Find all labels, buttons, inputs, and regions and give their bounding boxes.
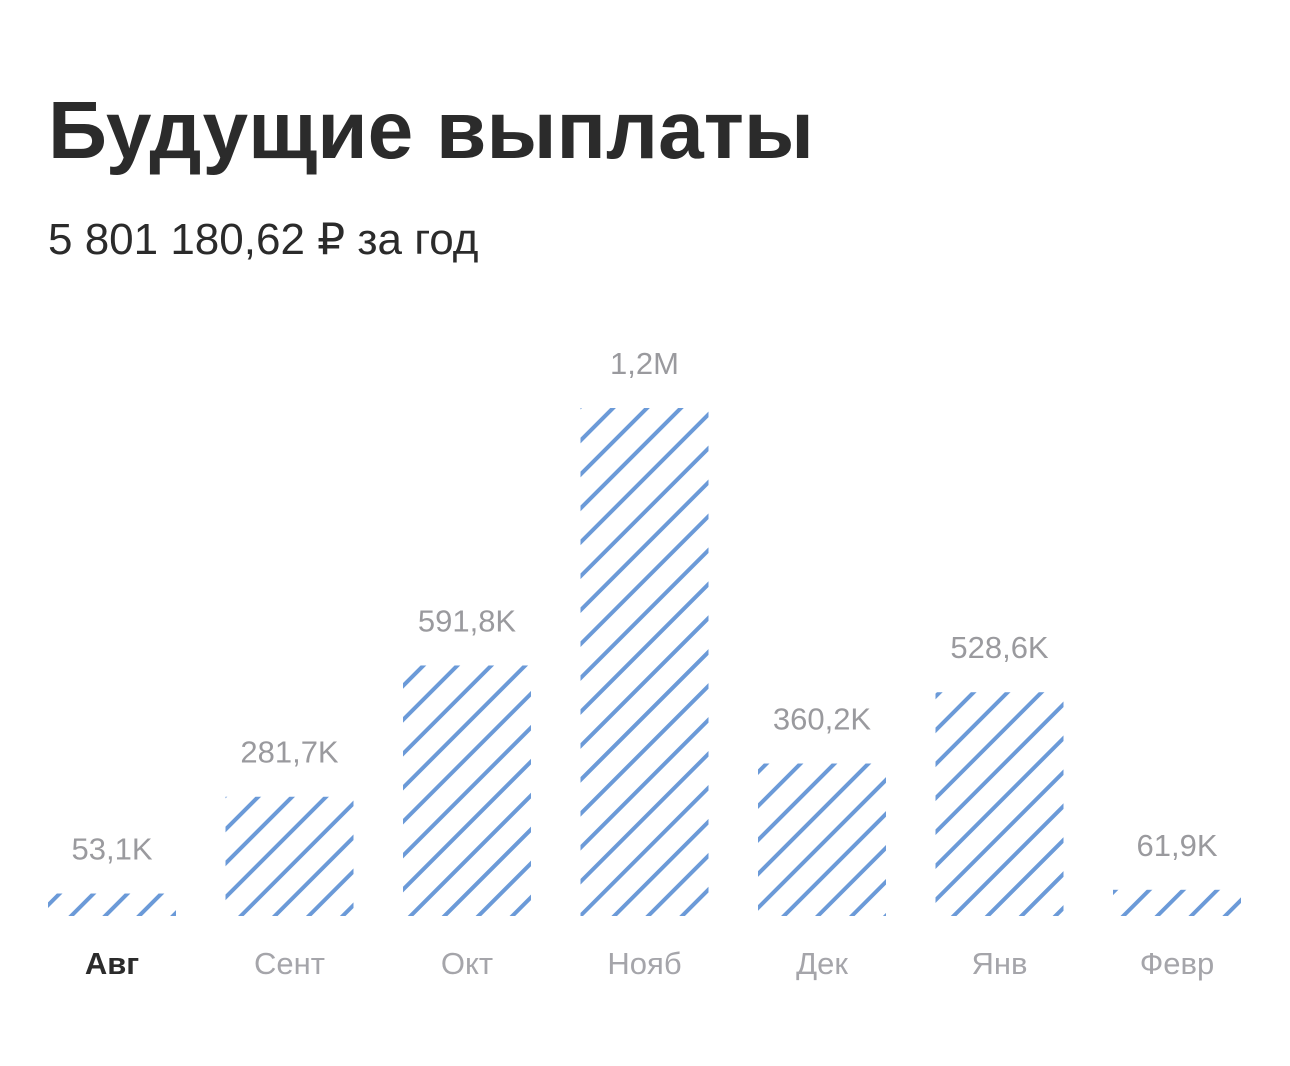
chart-subtitle: 5 801 180,62 ₽ за год — [48, 215, 478, 264]
bar — [580, 408, 709, 916]
value-label: 360,2K — [773, 702, 872, 737]
bar — [403, 665, 531, 916]
x-tick-label: Авг — [85, 946, 139, 981]
value-label: 1,2M — [610, 346, 679, 381]
value-label: 528,6K — [950, 630, 1049, 665]
x-tick-label: Февр — [1140, 946, 1215, 981]
x-tick-label: Нояб — [607, 946, 681, 981]
x-tick-label: Сент — [254, 946, 325, 981]
x-tick-label: Дек — [796, 946, 848, 981]
chart-title: Будущие выплаты — [48, 85, 814, 176]
value-label: 61,9K — [1136, 828, 1217, 863]
value-label: 281,7K — [240, 735, 339, 770]
value-label: 591,8K — [418, 603, 517, 638]
bar — [48, 893, 176, 916]
x-tick-label: Янв — [972, 946, 1028, 981]
bar — [1113, 889, 1241, 916]
bar — [935, 692, 1064, 916]
bar — [758, 763, 886, 916]
x-tick-label: Окт — [441, 946, 493, 981]
value-label: 53,1K — [71, 832, 152, 867]
bar — [225, 796, 354, 916]
